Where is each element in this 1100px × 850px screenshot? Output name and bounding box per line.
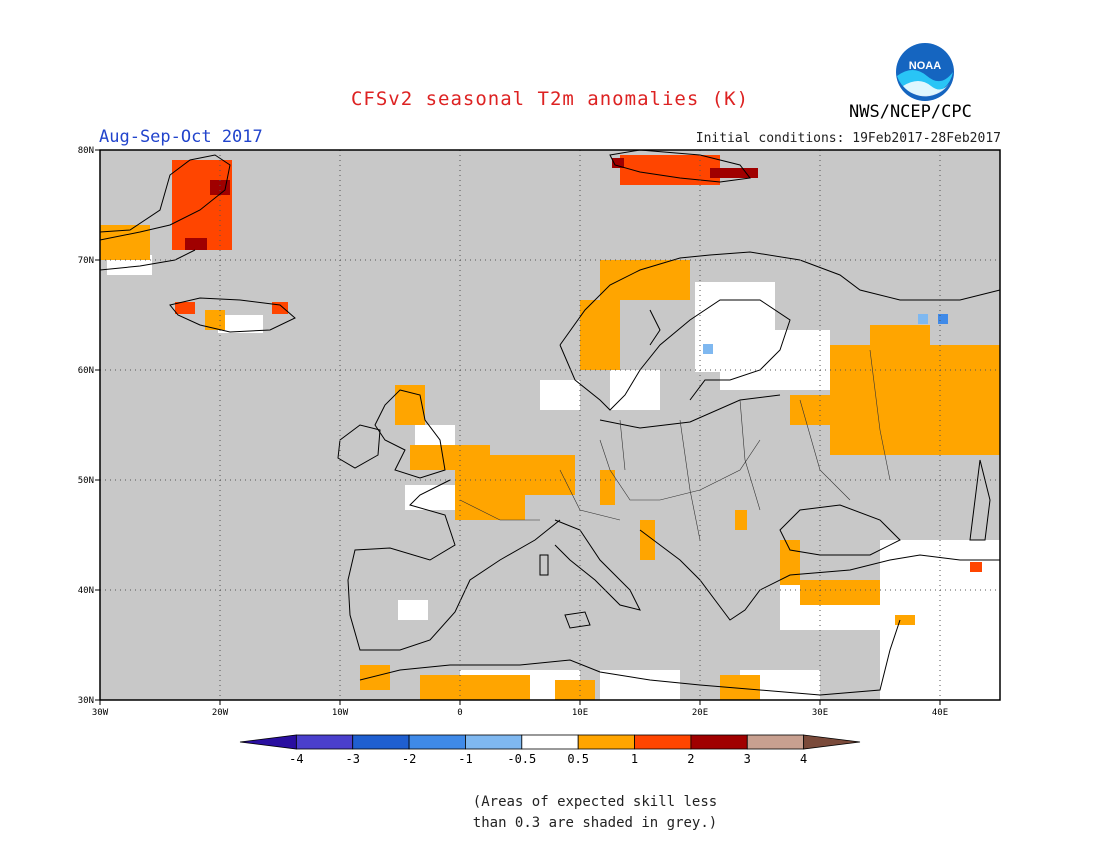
agency-label: NWS/NCEP/CPC [849, 102, 972, 122]
colorbar-bin [295, 734, 354, 750]
map-frame [99, 149, 1001, 701]
colorbar-label: 0.5 [567, 752, 589, 766]
footnote-line-1: (Areas of expected skill less [472, 794, 718, 810]
lat-label: 70N [78, 256, 94, 266]
lat-label: 50N [78, 476, 94, 486]
colorbar-label: 3 [744, 752, 751, 766]
colorbar-bin [634, 734, 692, 750]
colorbar-bin [408, 734, 466, 750]
lon-label: 10E [572, 708, 588, 718]
initial-conditions-label: Initial conditions: 19Feb2017-28Feb2017 [695, 131, 1001, 146]
season-label: Aug-Sep-Oct 2017 [99, 127, 263, 147]
map-title: CFSv2 seasonal T2m anomalies (K) [350, 88, 750, 110]
noaa-logo: NOAA [896, 43, 954, 101]
colorbar-bin [690, 734, 748, 750]
graticule [100, 150, 1000, 700]
lon-label: 30W [92, 708, 109, 718]
longitude-axis: 30W 20W 10W 0 10E 20E 30E 40E [92, 700, 948, 718]
colorbar-label: 1 [631, 752, 638, 766]
colorbar-label: -4 [289, 752, 303, 766]
very-warm-patches [185, 158, 758, 250]
colorbar-right-arrow [803, 734, 861, 750]
latitude-axis: 80N 70N 60N 50N 40N 30N [78, 146, 100, 706]
colorbar-bin [746, 734, 805, 750]
colorbar-bin [521, 734, 579, 750]
lon-label: 20E [692, 708, 708, 718]
footnote-line-2: than 0.3 are shaded in grey.) [472, 815, 718, 831]
colorbar-bin [352, 734, 410, 750]
colorbar: -4 -3 -2 -1 -0.5 0.5 1 2 3 4 [239, 734, 861, 766]
colorbar-label: 2 [687, 752, 694, 766]
lon-label: 10W [332, 708, 349, 718]
colorbar-label: -2 [402, 752, 416, 766]
colorbar-label: -3 [346, 752, 360, 766]
colorbar-left-arrow [239, 734, 297, 750]
colorbar-bin [465, 734, 523, 750]
near-normal-patches [107, 255, 1000, 700]
lon-label: 0 [457, 708, 462, 718]
skill-footnote: (Areas of expected skill less than 0.3 a… [0, 792, 1100, 834]
noaa-logo-text: NOAA [909, 60, 941, 72]
lat-label: 80N [78, 146, 94, 156]
lat-label: 60N [78, 366, 94, 376]
colorbar-label: -1 [458, 752, 472, 766]
lat-label: 40N [78, 586, 94, 596]
colorbar-bin [577, 734, 635, 750]
strong-warm-patches [172, 155, 982, 572]
lon-label: 40E [932, 708, 948, 718]
cool-anomaly-patches [703, 314, 928, 354]
lon-label: 20W [212, 708, 229, 718]
cool-anomaly-cell [938, 314, 948, 324]
warm-anomaly-patches [100, 225, 1000, 700]
colorbar-label: -0.5 [507, 752, 536, 766]
lon-label: 30E [812, 708, 828, 718]
colorbar-label: 4 [800, 752, 807, 766]
lat-label: 30N [78, 696, 94, 706]
